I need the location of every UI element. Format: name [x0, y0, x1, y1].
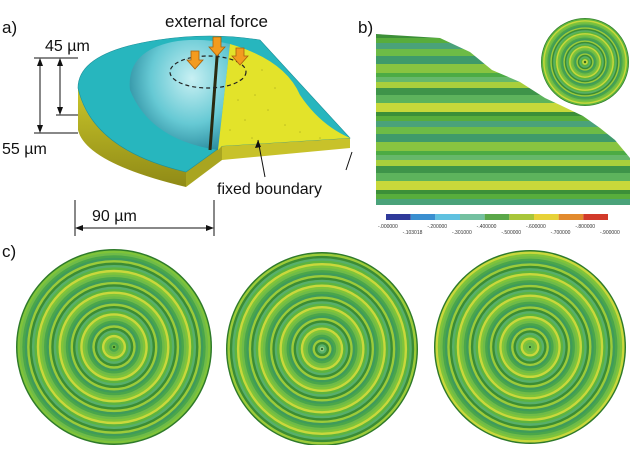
colorbar-tick-label: -.700000: [551, 230, 571, 236]
panel-c-label: c): [2, 242, 16, 261]
cut-face: [218, 44, 350, 150]
force-arrows: [186, 36, 249, 70]
stress-stripe: [376, 77, 630, 82]
stress-stripe: [376, 166, 630, 173]
stress-stripe: [376, 95, 630, 103]
colorbar-segment: [386, 214, 411, 220]
arrow-icon: [231, 47, 249, 66]
colorbar-tick-label: -.500000: [501, 230, 521, 236]
stress-stripe: [376, 103, 630, 112]
stress-stripe: [376, 112, 630, 116]
external-force-label: external force: [165, 12, 268, 31]
colorbar-tick-label: -.900000: [600, 230, 620, 236]
dome-cavity: [129, 39, 230, 150]
stress-stripe: [376, 134, 630, 142]
stress-stripe: [376, 121, 630, 127]
stress-stripe: [376, 151, 630, 155]
cut-edge: [208, 43, 220, 151]
disc-center: [584, 61, 586, 63]
stress-stripe: [376, 194, 630, 199]
disc-left: [16, 249, 212, 445]
colorbar-tick-label: -.400000: [477, 224, 497, 230]
hemisphere-cross-section: [77, 35, 351, 187]
colorbar-tick-label: -.600000: [526, 224, 546, 230]
colorbar-segment: [509, 214, 534, 220]
colorbar-tick-label: -.000000: [378, 224, 398, 230]
height-dimension-label: 55 µm: [2, 141, 47, 158]
stress-stripe: [376, 181, 630, 190]
colorbar-segment: [484, 214, 510, 220]
disc-middle: [226, 252, 418, 446]
stress-stripe: [376, 82, 630, 88]
dimension-lines: [34, 57, 215, 236]
panel-a: a): [2, 12, 353, 236]
colorbar-segment: [410, 214, 436, 220]
colorbar: -.000000 -.103018 -.200000 -.301000 -.400000…: [378, 214, 620, 236]
stress-stripe: [376, 127, 630, 134]
stress-stripe: [376, 73, 630, 77]
inset-disc: [541, 18, 629, 106]
colorbar-segment: [460, 214, 485, 220]
outer-side-wall: [78, 88, 186, 187]
disc-right: [434, 250, 626, 444]
disc-center: [113, 346, 115, 348]
stress-stripe: [376, 155, 630, 160]
stress-stripe: [376, 199, 630, 205]
stress-stripe: [376, 160, 630, 166]
stress-stripe: [376, 88, 630, 95]
colorbar-segment: [435, 214, 460, 220]
colorbar-tick-label: -.301000: [452, 230, 472, 236]
colorbar-segment: [583, 214, 608, 220]
colorbar-segment: [534, 214, 559, 220]
stress-stripe: [376, 142, 630, 151]
stress-stripe: [376, 190, 630, 194]
far-side-wall: [222, 138, 350, 160]
stress-stripe: [376, 116, 630, 121]
colorbar-tick-label: -.800000: [575, 224, 595, 230]
depth-dimension-label: 45 µm: [45, 38, 90, 55]
dimension-arrowheads: [37, 58, 214, 231]
disc-center: [529, 346, 531, 348]
radius-dimension-label: 90 µm: [92, 208, 137, 225]
arrow-icon: [208, 36, 226, 57]
colorbar-tick-label: -.200000: [427, 224, 447, 230]
disc-center: [321, 348, 323, 350]
fixed-boundary-label: fixed boundary: [217, 181, 322, 198]
boundary-leader-arrowhead: [255, 140, 261, 148]
panel-a-label: a): [2, 18, 17, 37]
boundary-leader-2: [345, 151, 353, 171]
cut-side-wall: [186, 146, 222, 187]
panel-c: c): [2, 242, 626, 446]
arrow-icon: [186, 50, 204, 70]
panel-b: b) -.000000 -.103018 -.200000 -.301000 -.400…: [358, 18, 630, 236]
stress-stripe: [376, 173, 630, 181]
colorbar-tick-label: -.103018: [403, 230, 423, 236]
panel-b-label: b): [358, 18, 373, 37]
dome-rim-dashed: [169, 55, 247, 89]
colorbar-segment: [558, 214, 584, 220]
